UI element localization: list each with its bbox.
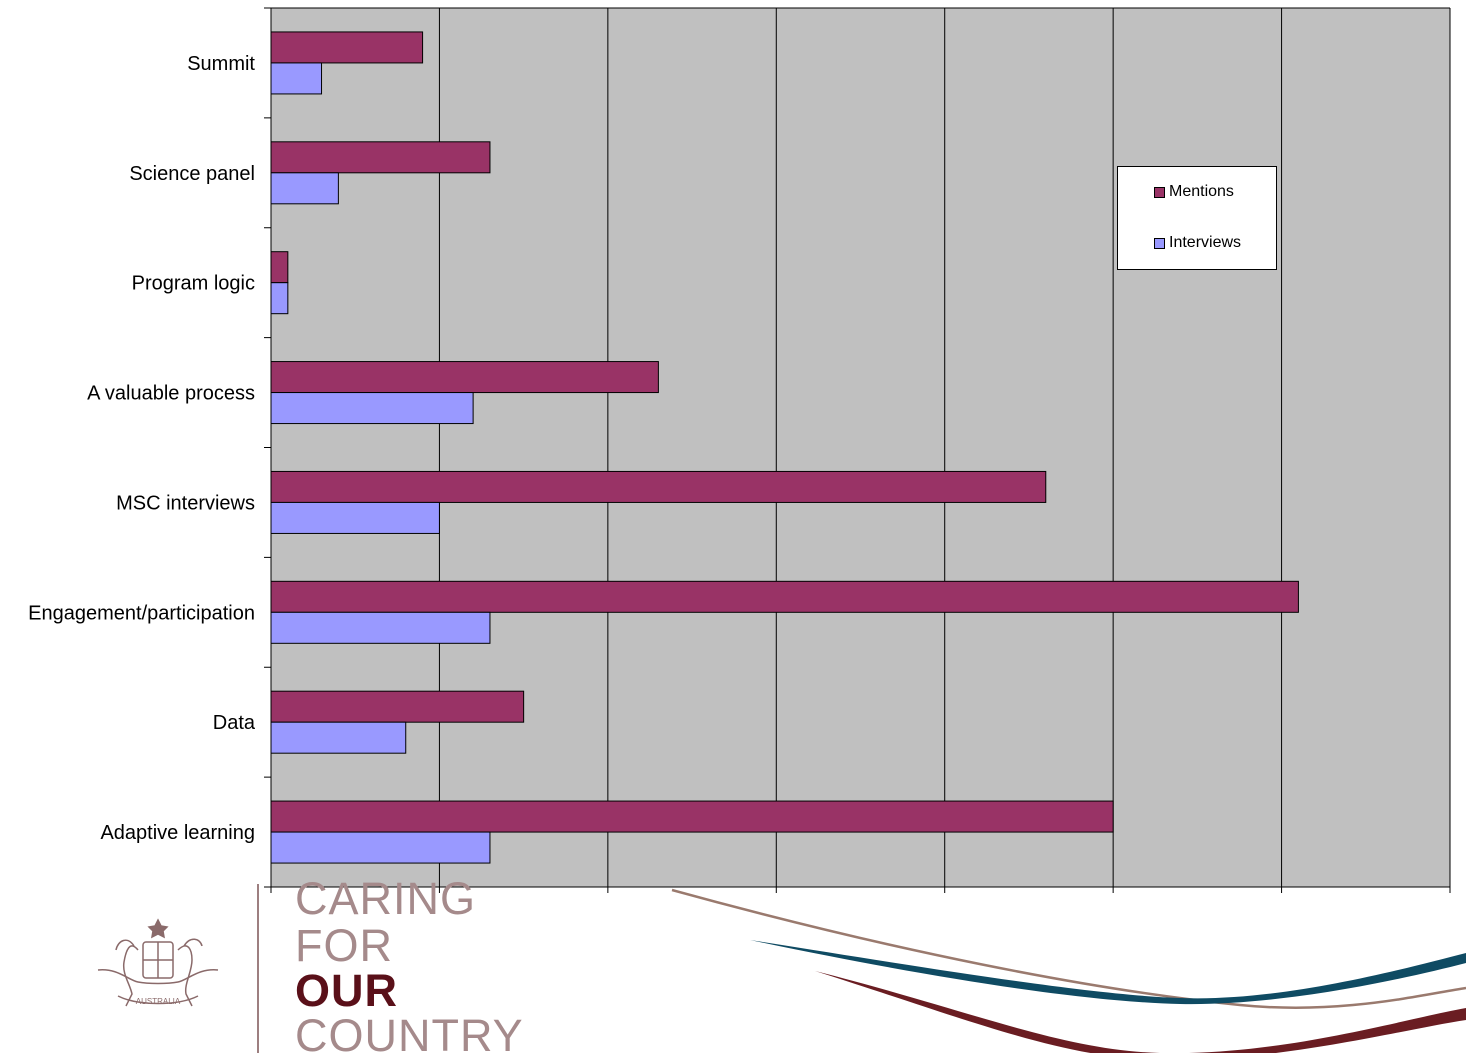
bar-mentions-2: [270, 251, 289, 284]
bar-mentions-0: [270, 31, 424, 64]
crest-motto: AUSTRALIA: [136, 997, 181, 1006]
category-label: Data: [213, 712, 256, 734]
legend-label-interviews: Interviews: [1169, 234, 1242, 251]
bar-mentions-7: [270, 800, 1114, 833]
bar-interviews-4: [270, 501, 440, 534]
bar-interviews-7: [270, 831, 491, 864]
brand-line-for: FOR: [295, 920, 393, 971]
legend-swatch-mentions: [1154, 186, 1165, 198]
logo-divider: [257, 884, 259, 1053]
legend-swatch-interviews: [1154, 237, 1165, 249]
bar-interviews-0: [270, 62, 323, 95]
plot-area: [271, 8, 1450, 887]
coat-of-arms-logo: AUSTRALIA: [97, 918, 219, 1007]
bar-interviews-3: [270, 392, 474, 425]
legend-label-mentions: Mentions: [1169, 183, 1234, 200]
bar-mentions-4: [270, 470, 1047, 503]
category-label: Engagement/participation: [28, 602, 255, 624]
bar-interviews-5: [270, 611, 491, 644]
legend-entry-interviews: Interviews: [1154, 234, 1241, 252]
category-label: Program logic: [132, 273, 255, 295]
category-label: Summit: [187, 53, 255, 75]
category-label: Adaptive learning: [100, 822, 255, 844]
bar-mentions-5: [270, 580, 1299, 613]
footer-branding: AUSTRALIA CARING FOR OUR COUNTRY: [0, 876, 1466, 1058]
category-label: Science panel: [129, 163, 255, 185]
category-label: MSC interviews: [116, 492, 255, 514]
category-label: A valuable process: [87, 383, 255, 405]
brand-line-our: OUR: [295, 965, 398, 1016]
bar-interviews-2: [270, 282, 289, 315]
bar-mentions-6: [270, 690, 525, 723]
bar-mentions-3: [270, 361, 659, 394]
swoosh-graphic: [671, 888, 1466, 1053]
legend-entry-mentions: Mentions: [1154, 183, 1234, 201]
brand-line-country: COUNTRY: [295, 1010, 524, 1061]
bar-interviews-1: [270, 172, 339, 205]
bar-chart: 010203040506070SummitScience panelProgra…: [28, 7, 1451, 893]
bar-interviews-6: [270, 721, 407, 754]
chart-legend: Mentions Interviews: [1117, 166, 1277, 270]
bar-mentions-1: [270, 141, 491, 174]
